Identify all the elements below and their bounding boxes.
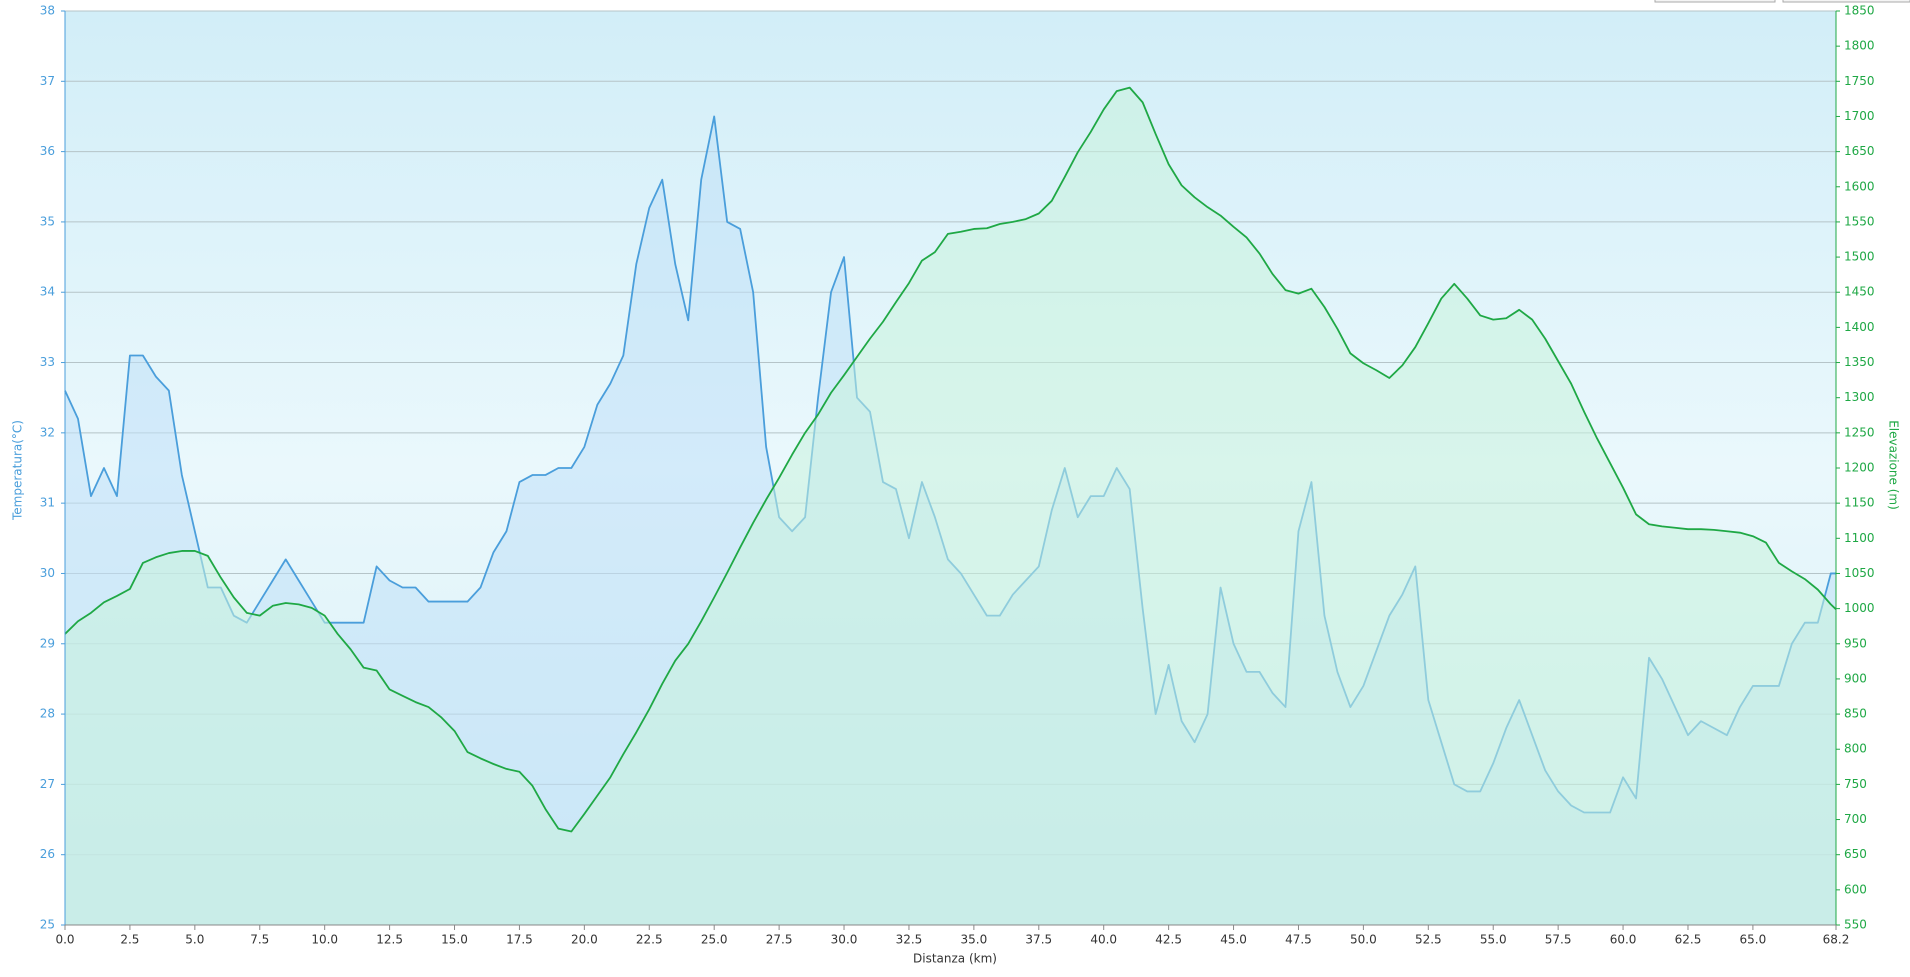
y2-tick-label: 600 <box>1844 882 1867 896</box>
y2-tick-label: 1050 <box>1844 566 1875 580</box>
series-line <box>64 86 1837 833</box>
y2-tick-label: 1000 <box>1844 601 1875 615</box>
y2-tick-label: 1150 <box>1844 496 1875 510</box>
x-tick-label: 25.0 <box>701 933 728 947</box>
x-tick-label: 20.0 <box>571 933 598 947</box>
y-tick-label: 38 <box>40 4 55 18</box>
x-tick-label: 55.0 <box>1480 933 1507 947</box>
x-tick-label: 15.0 <box>441 933 468 947</box>
y2-tick-label: 1750 <box>1844 74 1875 88</box>
x-tick-label: 17.5 <box>506 933 533 947</box>
y2-tick-label: 700 <box>1844 812 1867 826</box>
y2-tick-label: 1550 <box>1844 214 1875 228</box>
y-tick-label: 30 <box>40 566 55 580</box>
y2-tick-label: 850 <box>1844 707 1867 721</box>
y2-tick-label: 1200 <box>1844 461 1875 475</box>
y2-tick-label: 1650 <box>1844 144 1875 158</box>
x-tick-label: 45.0 <box>1220 933 1247 947</box>
y2-tick-label: 1100 <box>1844 531 1875 545</box>
y-tick-label: 36 <box>40 144 55 158</box>
y2-tick-label: 900 <box>1844 671 1867 685</box>
y2-tick-label: 650 <box>1844 847 1867 861</box>
y2-tick-label: 1600 <box>1844 179 1875 193</box>
y2-tick-label: 950 <box>1844 636 1867 650</box>
y-tick-label: 31 <box>40 496 55 510</box>
series-area <box>65 87 1836 925</box>
y2-tick-label: 800 <box>1844 742 1867 756</box>
x-tick-label: 27.5 <box>766 933 793 947</box>
y-tick-label: 29 <box>40 636 55 650</box>
x-axis-label: Distanza (km) <box>913 952 997 966</box>
y2-tick-label: 1850 <box>1844 4 1875 18</box>
x-tick-label: 32.5 <box>896 933 923 947</box>
marks <box>64 86 1837 925</box>
x-tick-label: 22.5 <box>636 933 663 947</box>
y2-tick-label: 1300 <box>1844 390 1875 404</box>
x-tick-label: 12.5 <box>376 933 403 947</box>
y-axis-label: Temperatura(°C) <box>11 420 25 521</box>
x-tick-label: 5.0 <box>185 933 204 947</box>
y2-tick-label: 1800 <box>1844 39 1875 53</box>
y2-tick-label: 550 <box>1844 918 1867 932</box>
x-tick-label: 62.5 <box>1675 933 1702 947</box>
x-tick-label: 47.5 <box>1285 933 1312 947</box>
x-tick-label: 50.0 <box>1350 933 1377 947</box>
y-tick-label: 37 <box>40 74 55 88</box>
y-tick-label: 25 <box>40 918 55 932</box>
x-tick-label: 57.5 <box>1545 933 1572 947</box>
y-tick-label: 26 <box>40 847 55 861</box>
x-tick-label: 35.0 <box>961 933 988 947</box>
y2-tick-label: 1700 <box>1844 109 1875 123</box>
y-tick-label: 27 <box>40 777 55 791</box>
x-tick-label: 42.5 <box>1155 933 1182 947</box>
y2-axis-label: Elevazione (m) <box>1887 420 1901 510</box>
x-tick-label: 2.5 <box>120 933 139 947</box>
x-tick-label: 52.5 <box>1415 933 1442 947</box>
x-tick-label: 68.2 <box>1823 933 1850 947</box>
x-tick-label: 37.5 <box>1025 933 1052 947</box>
y-tick-label: 34 <box>40 285 55 299</box>
x-tick-label: 30.0 <box>831 933 858 947</box>
x-tick-label: 65.0 <box>1740 933 1767 947</box>
toolbar-button[interactable] <box>1654 0 1776 3</box>
x-tick-label: 10.0 <box>311 933 338 947</box>
y2-tick-label: 1250 <box>1844 425 1875 439</box>
x-tick-label: 40.0 <box>1090 933 1117 947</box>
y2-tick-label: 750 <box>1844 777 1867 791</box>
toolbar-button[interactable] <box>1782 0 1910 3</box>
y-tick-label: 32 <box>40 425 55 439</box>
y-tick-label: 33 <box>40 355 55 369</box>
y-tick-label: 35 <box>40 214 55 228</box>
y2-tick-label: 1500 <box>1844 250 1875 264</box>
x-tick-label: 60.0 <box>1610 933 1637 947</box>
x-tick-label: 0.0 <box>55 933 74 947</box>
y2-tick-label: 1350 <box>1844 355 1875 369</box>
y2-tick-label: 1450 <box>1844 285 1875 299</box>
x-tick-label: 7.5 <box>250 933 269 947</box>
y2-tick-label: 1400 <box>1844 320 1875 334</box>
y-tick-label: 28 <box>40 707 55 721</box>
